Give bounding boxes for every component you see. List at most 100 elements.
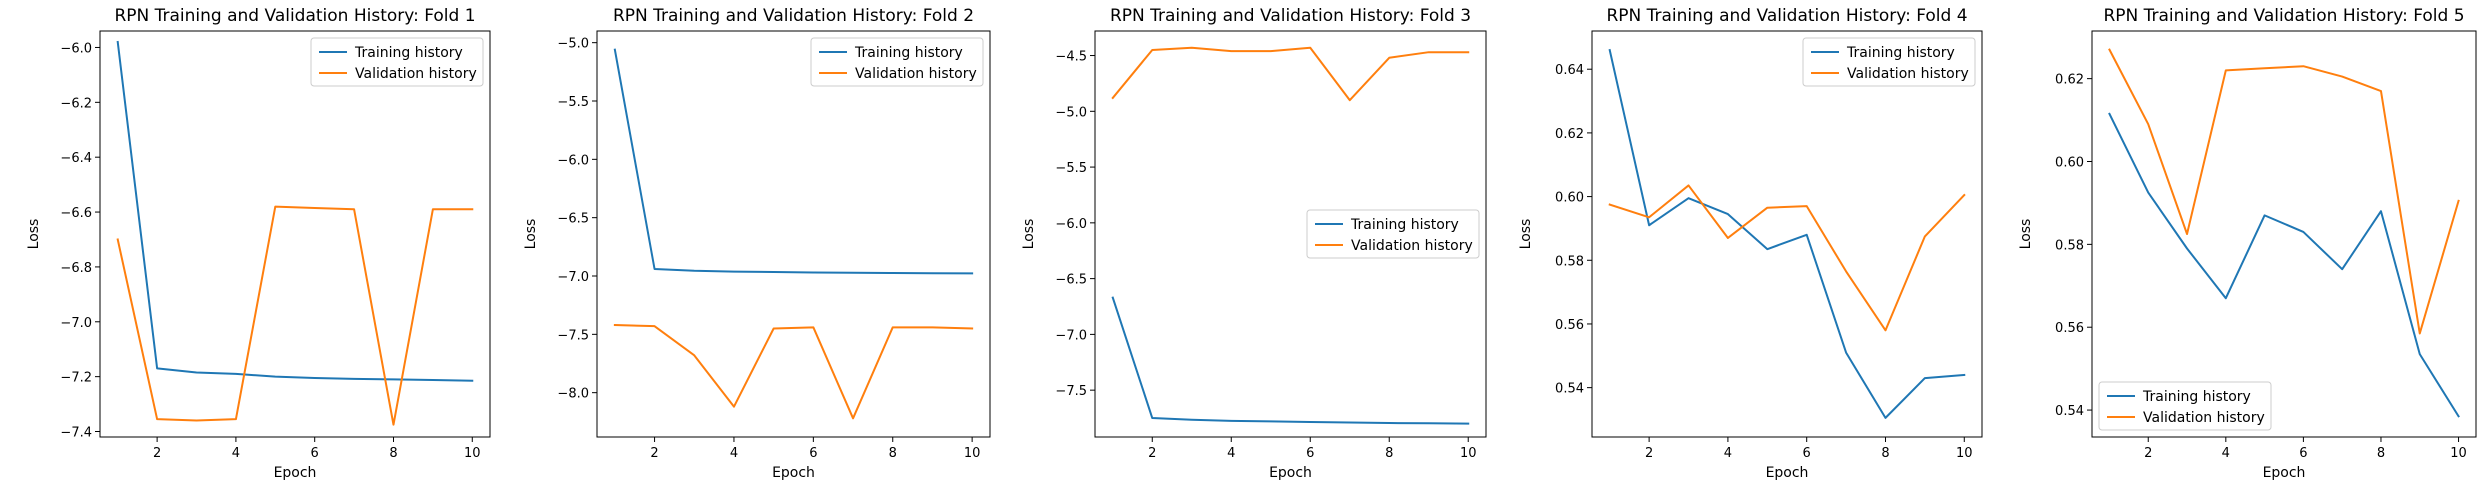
y-tick-label: −6.4 xyxy=(60,151,92,166)
x-tick-label: 4 xyxy=(2222,446,2230,461)
x-axis-label: Epoch xyxy=(772,465,815,481)
y-tick-label: 0.62 xyxy=(2055,73,2084,88)
x-tick-label: 2 xyxy=(2144,446,2152,461)
x-axis-label: Epoch xyxy=(1269,465,1312,481)
chart-title: RPN Training and Validation History: Fol… xyxy=(2103,6,2464,26)
y-tick-label: −5.0 xyxy=(557,37,589,52)
axes-frame xyxy=(99,30,491,438)
legend-label-validation: Validation history xyxy=(855,66,977,82)
y-tick-label: 0.56 xyxy=(1555,318,1584,333)
x-tick-label: 4 xyxy=(730,446,738,461)
legend-label-validation: Validation history xyxy=(1847,66,1969,82)
x-tick-label: 10 xyxy=(1956,446,1973,461)
y-axis-label: Loss xyxy=(26,219,42,250)
axes-frame xyxy=(1094,30,1487,438)
series-line-training xyxy=(2108,112,2460,418)
legend: Training history Validation history xyxy=(2098,381,2272,431)
legend-label-validation: Validation history xyxy=(355,66,477,82)
x-axis-label: Epoch xyxy=(2263,465,2306,481)
x-tick-label: 8 xyxy=(889,446,897,461)
legend: Training history Validation history xyxy=(1802,37,1976,87)
y-tick-label: 0.64 xyxy=(1555,63,1584,78)
x-tick-label: 4 xyxy=(1227,446,1235,461)
x-tick-label: 6 xyxy=(1306,446,1314,461)
legend-label-training: Training history xyxy=(854,45,963,61)
y-tick-label: −6.8 xyxy=(60,261,92,276)
x-tick-label: 10 xyxy=(1460,446,1477,461)
chart-fold-2: RPN Training and Validation History: Fol… xyxy=(523,6,991,481)
y-tick-label: −6.5 xyxy=(557,212,589,227)
x-tick-label: 2 xyxy=(650,446,658,461)
legend-box xyxy=(2098,381,2272,431)
y-tick-label: −6.0 xyxy=(557,153,589,168)
x-tick-label: 10 xyxy=(464,446,481,461)
x-tick-label: 6 xyxy=(809,446,817,461)
y-tick-label: −7.2 xyxy=(60,371,92,386)
legend-box xyxy=(810,37,984,87)
y-tick-label: −5.5 xyxy=(557,95,589,110)
chart-title: RPN Training and Validation History: Fol… xyxy=(1110,6,1471,26)
series-line-validation xyxy=(116,205,474,426)
x-axis-label: Epoch xyxy=(274,465,317,481)
series-line-validation xyxy=(613,323,974,420)
legend-label-training: Training history xyxy=(1846,45,1955,61)
y-tick-label: −7.0 xyxy=(557,270,589,285)
y-tick-label: −6.5 xyxy=(1055,273,1087,288)
y-tick-label: 0.60 xyxy=(1555,191,1584,206)
chart-fold-5: RPN Training and Validation History: Fol… xyxy=(2018,6,2477,481)
y-axis-label: Loss xyxy=(2018,219,2034,250)
axes-frame xyxy=(1591,30,1983,438)
y-tick-label: −8.0 xyxy=(557,387,589,402)
y-tick-label: −4.5 xyxy=(1055,50,1087,65)
y-tick-label: 0.54 xyxy=(2055,404,2084,419)
x-tick-label: 8 xyxy=(2377,446,2385,461)
axes-frame xyxy=(2091,30,2477,438)
legend: Training history Validation history xyxy=(310,37,484,87)
legend-label-validation: Validation history xyxy=(2143,410,2265,426)
legend-label-training: Training history xyxy=(354,45,463,61)
axes-frame xyxy=(596,30,991,438)
legend-label-training: Training history xyxy=(2142,389,2251,405)
x-tick-label: 8 xyxy=(1385,446,1393,461)
legend-box xyxy=(310,37,484,87)
x-tick-label: 2 xyxy=(153,446,161,461)
x-tick-label: 6 xyxy=(311,446,319,461)
y-tick-label: −7.5 xyxy=(1055,384,1087,399)
x-tick-label: 6 xyxy=(1803,446,1811,461)
y-tick-label: −6.6 xyxy=(60,206,92,221)
legend-box xyxy=(1802,37,1976,87)
y-tick-label: −5.0 xyxy=(1055,105,1087,120)
y-tick-label: −7.4 xyxy=(60,426,92,441)
y-tick-label: −6.2 xyxy=(60,96,92,111)
series-line-training xyxy=(116,40,474,382)
x-tick-label: 4 xyxy=(1724,446,1732,461)
y-tick-label: 0.62 xyxy=(1555,127,1584,142)
series-line-training xyxy=(1608,48,1966,419)
y-tick-label: −7.5 xyxy=(557,328,589,343)
x-tick-label: 4 xyxy=(232,446,240,461)
legend: Training history Validation history xyxy=(1306,209,1480,259)
y-tick-label: 0.56 xyxy=(2055,321,2084,336)
y-tick-label: 0.60 xyxy=(2055,156,2084,171)
legend-label-validation: Validation history xyxy=(1351,238,1473,254)
x-tick-label: 6 xyxy=(2299,446,2307,461)
y-tick-label: −7.0 xyxy=(1055,328,1087,343)
chart-title: RPN Training and Validation History: Fol… xyxy=(1606,6,1967,26)
chart-fold-1: RPN Training and Validation History: Fol… xyxy=(26,6,491,481)
y-tick-label: 0.58 xyxy=(1555,254,1584,269)
series-line-training xyxy=(613,48,974,275)
y-tick-label: 0.58 xyxy=(2055,238,2084,253)
x-tick-label: 8 xyxy=(1881,446,1889,461)
y-axis-label: Loss xyxy=(523,219,539,250)
series-line-validation xyxy=(1608,184,1966,332)
chart-fold-4: RPN Training and Validation History: Fol… xyxy=(1518,6,1983,481)
legend-label-training: Training history xyxy=(1350,217,1459,233)
x-tick-label: 2 xyxy=(1645,446,1653,461)
legend-box xyxy=(1306,209,1480,259)
x-tick-label: 2 xyxy=(1148,446,1156,461)
x-axis-label: Epoch xyxy=(1766,465,1809,481)
series-line-training xyxy=(1111,296,1470,425)
y-tick-label: −7.0 xyxy=(60,316,92,331)
y-axis-label: Loss xyxy=(1518,219,1534,250)
x-tick-label: 10 xyxy=(964,446,981,461)
